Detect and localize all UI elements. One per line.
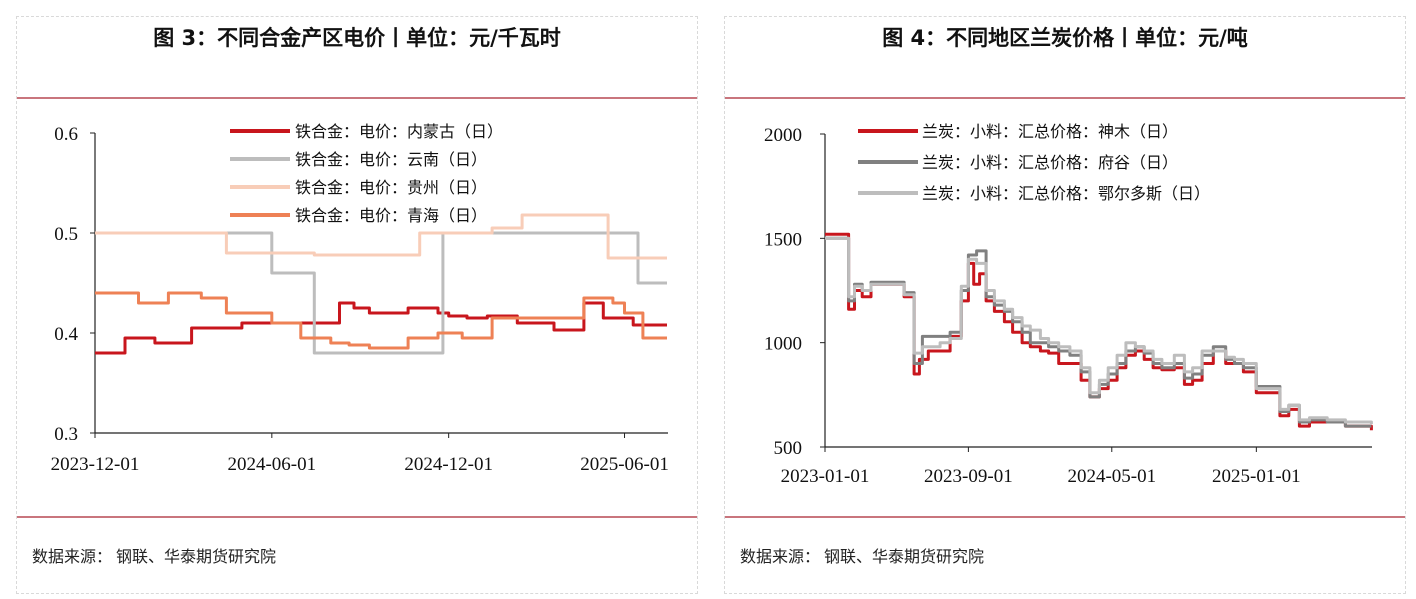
y-tick-label: 1000 (764, 334, 802, 355)
title-divider (17, 97, 697, 99)
x-tick-label: 2023-01-01 (781, 466, 870, 487)
x-tick-label: 2023-12-01 (51, 454, 140, 475)
data-source-label: 数据来源： (740, 547, 821, 566)
panel-semicoke-price: 图 4：不同地区兰炭价格丨单位：元/吨 500 1000 1500 2000 2023-… (708, 0, 1416, 599)
chart-frame (724, 16, 1406, 594)
y-tick-label: 1500 (764, 229, 802, 250)
x-tick-label: 2025-06-01 (580, 454, 669, 475)
y-tick-label: 0.4 (54, 324, 78, 345)
source-divider (725, 516, 1405, 518)
title-divider (725, 97, 1405, 99)
legend-label: 铁合金：电价：青海（日） (295, 206, 487, 225)
x-tick-label: 2024-12-01 (404, 454, 493, 475)
y-tick-label: 500 (774, 438, 803, 459)
series-line (95, 301, 667, 355)
panel-electricity-price: 图 3：不同合金产区电价丨单位：元/千瓦时 0.3 0.4 0.5 0.6 2023-1… (16, 16, 698, 594)
data-source: 数据来源： 钢联、华泰期货研究院 (32, 543, 276, 567)
series-line (825, 236, 1372, 428)
y-tick-label: 0.3 (54, 424, 78, 445)
chart-frame (16, 16, 698, 594)
chart-title: 图 3：不同合金产区电价丨单位：元/千瓦时 (153, 26, 561, 50)
x-tick-label: 2024-05-01 (1067, 466, 1156, 487)
series-line (825, 232, 1373, 431)
legend-label: 兰炭：小料：汇总价格：府谷（日） (922, 153, 1178, 172)
series-line (95, 213, 667, 260)
semicoke-price-chart: 500 1000 1500 2000 2023-01-01 2023-09-01 2024-… (764, 122, 1373, 487)
chart-title: 图 4：不同地区兰炭价格丨单位：元/吨 (882, 26, 1248, 50)
data-source-value: 钢联、华泰期货研究院 (824, 547, 985, 566)
series-line (95, 231, 667, 355)
data-source-label: 数据来源： (32, 547, 113, 566)
x-tick-label: 2024-06-01 (227, 454, 316, 475)
x-tick-label: 2023-09-01 (924, 466, 1013, 487)
source-divider (17, 516, 697, 518)
y-tick-label: 0.6 (54, 124, 78, 145)
legend-label: 兰炭：小料：汇总价格：神木（日） (922, 122, 1178, 141)
series-line (825, 236, 1373, 424)
x-tick-label: 2025-01-01 (1212, 466, 1301, 487)
legend-label: 铁合金：电价：云南（日） (295, 150, 487, 169)
data-source: 数据来源： 钢联、华泰期货研究院 (740, 543, 984, 567)
y-tick-label: 2000 (764, 125, 802, 146)
data-source-value: 钢联、华泰期货研究院 (116, 547, 277, 566)
legend-label: 铁合金：电价：贵州（日） (295, 178, 487, 197)
legend-label: 兰炭：小料：汇总价格：鄂尔多斯（日） (922, 184, 1210, 203)
electricity-price-chart: 0.3 0.4 0.5 0.6 2023-12-01 2024-06-01 2024-12-… (51, 122, 669, 475)
series-line (95, 291, 667, 350)
y-tick-label: 0.5 (54, 224, 78, 245)
legend-label: 铁合金：电价：内蒙古（日） (295, 122, 503, 141)
